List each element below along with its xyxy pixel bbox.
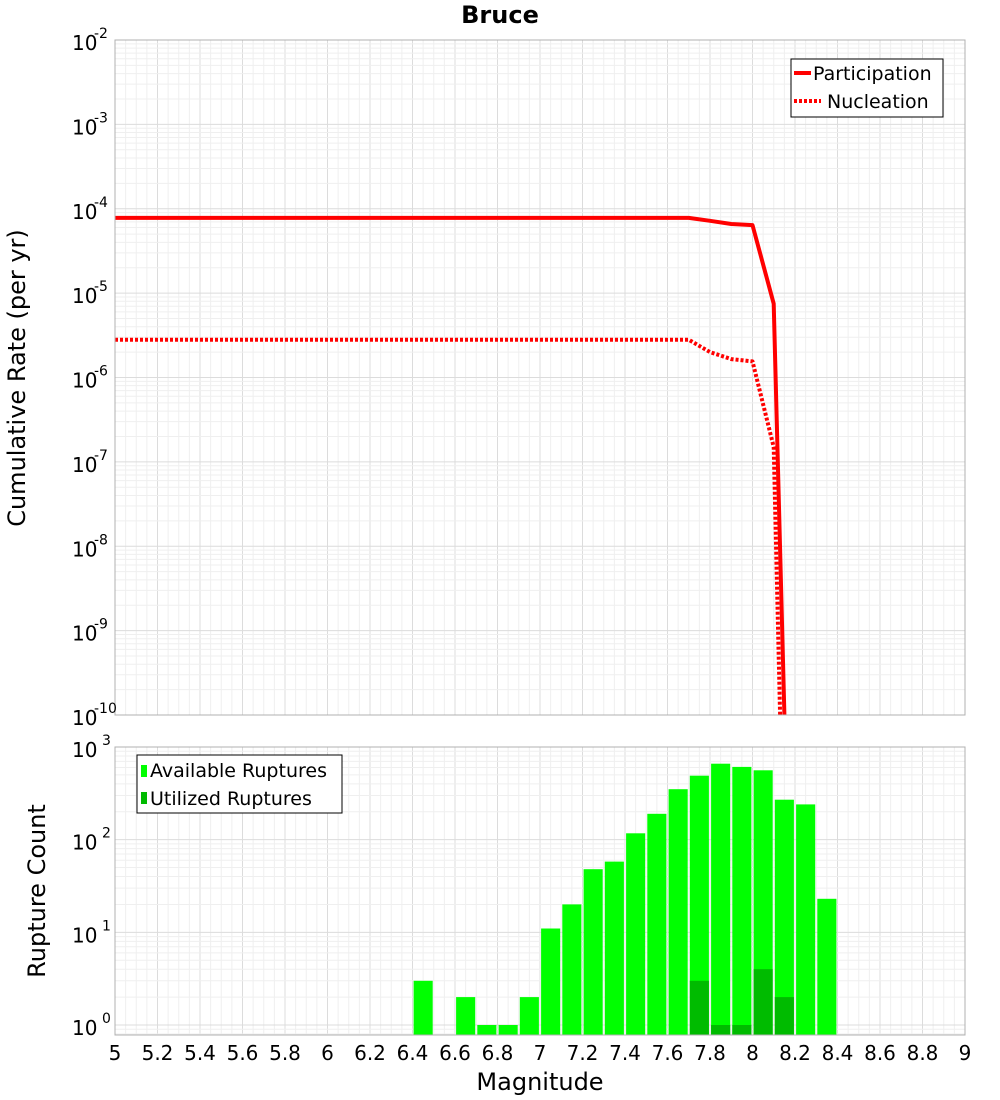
utilized-rupture-bar xyxy=(732,1025,752,1035)
top-plot-grid xyxy=(114,40,966,716)
top-y-tick-exponent: -5 xyxy=(94,279,108,295)
available-rupture-bar xyxy=(668,789,688,1035)
x-tick-label: 7.8 xyxy=(694,1041,726,1065)
bottom-y-tick-exponent: 1 xyxy=(102,918,111,934)
top-y-tick-label: 10 xyxy=(72,369,97,393)
top-y-tick-label: 10 xyxy=(72,537,97,561)
top-legend: Participation Nucleation xyxy=(790,58,944,118)
series-line-participation xyxy=(115,215,787,716)
x-tick-label: 8.2 xyxy=(779,1041,811,1065)
legend-available-label: Available Ruptures xyxy=(150,760,327,782)
top-plot-frame xyxy=(114,39,966,716)
available-rupture-bar xyxy=(583,869,603,1035)
x-tick-label: 5.4 xyxy=(184,1041,216,1065)
x-tick-label: 8 xyxy=(746,1041,759,1065)
top-y-tick-exponent: -10 xyxy=(94,701,117,717)
x-tick-label: 9 xyxy=(959,1041,972,1065)
available-rupture-bar xyxy=(519,997,539,1035)
top-y-tick-label: 10 xyxy=(72,200,97,224)
bottom-y-tick-label: 10 xyxy=(72,923,97,947)
top-y-tick-exponent: -8 xyxy=(94,532,108,548)
available-rupture-bar xyxy=(413,980,433,1035)
x-tick-label: 7.6 xyxy=(652,1041,684,1065)
bottom-plot-bars xyxy=(413,763,837,1035)
top-y-tick-exponent: -9 xyxy=(94,617,108,633)
x-tick-label: 7.4 xyxy=(609,1041,641,1065)
bottom-y-tick-label: 10 xyxy=(72,831,97,855)
x-tick-label: 6.6 xyxy=(439,1041,471,1065)
legend-available-swatch xyxy=(141,765,147,777)
legend-utilized-swatch xyxy=(141,792,147,804)
series-line-nucleation xyxy=(115,337,783,716)
bottom-legend: Available Ruptures Utilized Ruptures xyxy=(136,754,343,814)
top-y-tick-labels: 10-210-310-410-510-610-710-810-910-10 xyxy=(72,26,117,730)
bottom-plot-frame xyxy=(114,746,966,1036)
chart-title: Bruce xyxy=(461,1,539,29)
x-tick-label: 7.2 xyxy=(567,1041,599,1065)
top-y-tick-label: 10 xyxy=(72,706,97,730)
top-y-tick-exponent: -6 xyxy=(94,364,108,380)
bottom-y-axis-label: Rupture Count xyxy=(23,804,51,978)
available-rupture-bar xyxy=(817,898,837,1035)
utilized-rupture-bar xyxy=(711,1025,731,1035)
top-y-tick-label: 10 xyxy=(72,622,97,646)
top-y-tick-exponent: -4 xyxy=(94,195,108,211)
available-rupture-bar xyxy=(562,904,582,1035)
available-rupture-bar xyxy=(774,799,794,1035)
top-y-tick-exponent: -3 xyxy=(94,110,108,126)
top-y-tick-exponent: -7 xyxy=(94,448,108,464)
x-tick-label: 8.8 xyxy=(907,1041,939,1065)
x-tick-label: 5.6 xyxy=(227,1041,259,1065)
x-tick-label: 5 xyxy=(109,1041,122,1065)
x-tick-label: 8.4 xyxy=(822,1041,854,1065)
available-rupture-bar xyxy=(732,766,752,1035)
top-y-axis-label: Cumulative Rate (per yr) xyxy=(3,229,31,527)
x-tick-label: 6 xyxy=(321,1041,334,1065)
bottom-y-tick-labels: 10 3 10 2 10 1 10 0 xyxy=(72,733,111,1040)
x-tick-label: 8.6 xyxy=(864,1041,896,1065)
available-rupture-bar xyxy=(796,804,816,1035)
available-rupture-bar xyxy=(541,928,561,1035)
available-rupture-bar xyxy=(456,997,476,1035)
x-tick-label: 6.4 xyxy=(397,1041,429,1065)
top-plot-series xyxy=(115,215,787,716)
available-rupture-bar xyxy=(477,1025,497,1035)
top-y-tick-label: 10 xyxy=(72,284,97,308)
utilized-rupture-bar xyxy=(753,969,773,1035)
utilized-rupture-bar xyxy=(774,997,794,1035)
bottom-y-tick-label: 10 xyxy=(72,738,97,762)
bottom-y-tick-label: 10 xyxy=(72,1016,97,1040)
top-y-tick-exponent: -2 xyxy=(94,26,108,42)
x-tick-labels: 5 5.2 5.4 5.6 5.8 6 6.2 6.4 6.6 6.8 7 7.2 7.4 7.6 7.8 8… xyxy=(109,1041,972,1065)
available-rupture-bar xyxy=(626,833,646,1035)
bottom-legend-box xyxy=(136,754,343,814)
x-tick-label: 5.8 xyxy=(269,1041,301,1065)
bottom-y-tick-exponent: 2 xyxy=(102,826,111,842)
x-tick-label: 5.2 xyxy=(142,1041,174,1065)
available-rupture-bar xyxy=(647,813,667,1035)
available-rupture-bar xyxy=(498,1025,518,1035)
top-legend-box xyxy=(790,58,944,118)
x-tick-label: 6.2 xyxy=(354,1041,386,1065)
bottom-y-tick-exponent: 3 xyxy=(102,733,111,749)
legend-participation-label: Participation xyxy=(813,63,932,85)
available-rupture-bar xyxy=(689,775,709,1035)
legend-utilized-label: Utilized Ruptures xyxy=(150,788,312,810)
utilized-rupture-bar xyxy=(689,980,709,1035)
bottom-y-tick-exponent: 0 xyxy=(102,1011,111,1027)
x-tick-label: 7 xyxy=(534,1041,547,1065)
top-y-tick-label: 10 xyxy=(72,453,97,477)
top-y-tick-label: 10 xyxy=(72,115,97,139)
available-rupture-bar xyxy=(711,763,731,1035)
x-axis-label: Magnitude xyxy=(476,1068,603,1096)
x-tick-label: 6.8 xyxy=(482,1041,514,1065)
available-rupture-bar xyxy=(604,861,624,1035)
top-y-tick-label: 10 xyxy=(72,31,97,55)
legend-nucleation-label: Nucleation xyxy=(827,91,929,113)
available-rupture-bar xyxy=(753,770,773,1035)
